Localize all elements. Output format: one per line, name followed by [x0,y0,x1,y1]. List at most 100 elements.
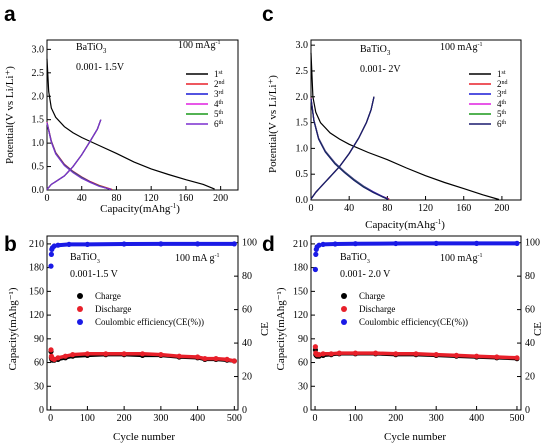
panel-b-point-coulombic-efficiency [48,251,55,257]
panel-a-rate: 100 mAg-1 [178,40,221,51]
panel-d-range: 0.001- 2.0 V [340,269,391,280]
panel-b-xtick-label: 500 [227,413,242,424]
panel-a-legend-1st: 1st [214,69,223,79]
panel-c-series-5th-charge [310,96,375,200]
panel-b-ylabel: Capacity(mAhg⁻¹) [7,287,19,370]
panel-d-y2tick-label: 100 [525,238,540,249]
panel-a-xtick-label: 200 [213,193,228,204]
panel-a-series-6th-charge [46,119,102,190]
panel-a-material: BaTiO3 [76,42,107,55]
panel-b-legend-2: Coulombic efficiency(CE(%)) [95,317,204,327]
panel-a-ytick-label: 0.5 [32,162,45,173]
panel-b-ytick-label: 150 [29,286,44,297]
panel-a-xtick-label: 0 [45,193,50,204]
panel-b-legend-marker-1 [77,306,83,312]
panel-a-legend-6th: 6th [214,119,223,129]
panel-a-series-2nd-charge [46,119,102,190]
panel-c-ytick-label: 0.5 [296,169,309,180]
panel-a-ylabel: Potential(V vs Li/Li⁺) [4,66,16,164]
panel-c-series-3rd-discharge [310,98,389,200]
panel-a-ytick-label: 0.0 [32,185,45,196]
panel-c-ytick-label: 2.5 [296,66,309,77]
panel-a-xlabel: Capacity(mAhg-1) [100,202,180,215]
panel-d-legend-marker-2 [341,319,347,325]
panel-d-y2tick-label: 0 [525,405,530,416]
panel-d-ytick-label: 210 [293,239,308,250]
panel-a-xtick-label: 160 [178,193,193,204]
panel-c-series-6th-discharge [310,98,388,200]
panel-d-y2tick-label: 20 [525,372,535,383]
panel-d-material: BaTiO3 [340,252,370,265]
panel-a-legend-4th: 4th [214,99,223,109]
panel-d-ce-band [321,241,519,247]
panel-c-ylabel: Potential(V vs Li/Li⁺) [267,75,279,173]
panel-b-ytick-label: 180 [29,263,44,274]
panel-c-material: BaTiO3 [360,44,391,57]
panel-a-ytick-label: 3.0 [32,44,45,55]
panel-b-ytick-label: 60 [34,358,44,369]
panel-c-xtick-label: 0 [309,203,314,214]
panel-d-legend-1: Discharge [359,304,395,314]
panel-b-legend-marker-0 [77,293,83,299]
panel-a-range: 0.001- 1.5V [76,62,125,73]
panel-c-xtick-label: 120 [418,203,433,214]
panel-c-ytick-label: 1.5 [296,118,309,129]
panel-c-legend-1st: 1st [497,69,506,79]
panel-b-y2tick-label: 40 [242,338,252,349]
panel-a-series-3rd-charge [46,119,102,190]
panel-d-legend-2: Coulombic efficiency(CE(%)) [359,317,468,327]
panel-label-b: b [4,233,17,256]
panel-d-ytick-label: 180 [293,263,308,274]
panel-b-point-discharge [48,347,54,353]
panel-c-xtick-label: 200 [494,203,509,214]
panel-c-series-3rd-charge [310,96,375,200]
panel-b-ytick-label: 30 [34,381,44,392]
panel-d-xtick-label: 400 [469,413,484,424]
panel-c-xtick-label: 80 [382,203,392,214]
panel-c-xlabel: Capacity(mAhg-1) [365,218,445,231]
panel-c-ytick-label: 2.0 [296,92,309,103]
panel-a-xtick-label: 80 [111,193,121,204]
panel-c-legend-4th: 4th [497,99,506,109]
panel-c-xtick-label: 160 [456,203,471,214]
panel-c-legend-3rd: 3rd [497,89,507,99]
panel-a-legend-3rd: 3rd [214,89,224,99]
panel-b-y2tick-label: 20 [242,372,252,383]
panel-a-ytick-label: 1.0 [32,138,45,149]
panel-d-point-coulombic-efficiency [313,251,319,257]
panel-a-xtick-label: 40 [77,193,87,204]
panel-d-ylabel: Capacity(mAhg⁻¹) [275,287,287,370]
panel-a-frame [46,39,239,191]
panel-b-legend-0: Charge [95,291,121,301]
panel-d-ytick-label: 150 [293,286,308,297]
panel-a-series-4th-charge [46,119,102,190]
panel-d-xtick-label: 0 [313,413,318,424]
panel-b-ytick-label: 90 [34,334,44,345]
panel-c-ytick-label: 0.0 [296,195,309,206]
panel-label-a: a [4,3,16,26]
panel-c-ytick-label: 1.0 [296,143,309,154]
panel-d-y2label: CE [532,322,544,336]
panel-b-legend-1: Discharge [95,304,131,314]
panel-b-xlabel: Cycle number [113,431,175,443]
panel-a-legend-2nd: 2nd [214,79,225,89]
panel-d-y2tick-label: 80 [525,271,535,282]
panel-c-series-5th-discharge [310,98,388,200]
panel-b-y2tick-label: 60 [242,305,252,316]
panel-b-xtick-label: 100 [80,413,95,424]
panel-c-series-1st-discharge [310,52,500,201]
panel-d-xtick-label: 100 [348,413,363,424]
panel-b-xtick-label: 200 [117,413,132,424]
panel-c-legend-6th: 6th [497,119,506,129]
panel-d-ytick-label: 30 [298,381,308,392]
panel-d-y2tick-label: 40 [525,338,535,349]
panel-d-frame [310,235,522,411]
panel-b-ytick-label: 210 [29,239,44,250]
panel-label-c: c [262,3,274,26]
panel-c-series-4th-charge [310,96,375,200]
panel-a-ytick-label: 2.0 [32,91,45,102]
panel-d-ytick-label: 120 [293,310,308,321]
panel-d-point-coulombic-efficiency [316,242,322,248]
panel-b-rate: 100 mA g-1 [175,253,219,264]
panel-b-y2tick-label: 80 [242,271,252,282]
